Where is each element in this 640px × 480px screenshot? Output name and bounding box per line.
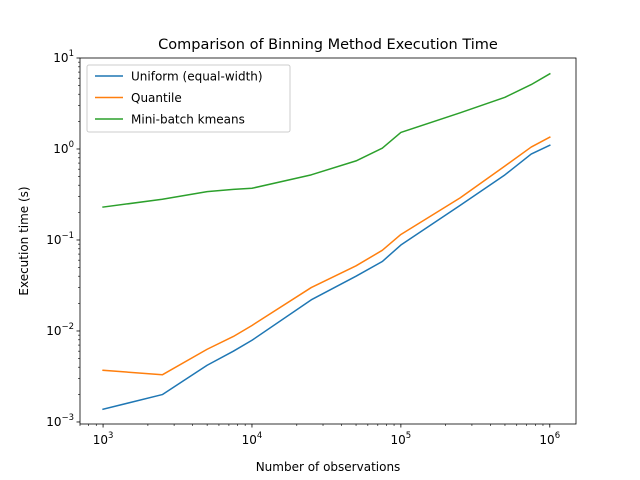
series-line-1 [102, 144, 551, 411]
legend-box [86, 64, 291, 133]
x-axis: 103 104 105 106 [79, 424, 560, 447]
series-line-3 [102, 72, 551, 208]
x-axis-label: Number of observations [256, 460, 401, 474]
chart-title: Comparison of Binning Method Execution T… [158, 37, 498, 53]
legend: Uniform (equal-width) Quantile Mini-batch … [86, 64, 291, 133]
legend-label-2: Quantile [131, 91, 182, 105]
x-tick-label: 105 [391, 431, 412, 447]
series-line-2 [102, 136, 551, 376]
plot-frame [79, 57, 577, 425]
y-tick-label: 101 [53, 49, 74, 65]
x-tick-label: 106 [539, 431, 560, 447]
y-tick-label: 10−1 [46, 231, 74, 247]
y-axis: 10−3 10−2 10−1 100 101 [46, 49, 80, 429]
y-axis-label: Execution time (s) [17, 186, 31, 295]
x-tick-label: 104 [242, 431, 263, 447]
legend-label-3: Mini-batch kmeans [131, 112, 245, 126]
x-tick-label: 103 [93, 431, 114, 447]
series-layer [102, 72, 551, 411]
y-tick-label: 10−3 [46, 413, 74, 429]
y-tick-label: 100 [53, 140, 74, 156]
y-tick-label: 10−2 [46, 322, 74, 338]
legend-label-1: Uniform (equal-width) [131, 69, 263, 83]
